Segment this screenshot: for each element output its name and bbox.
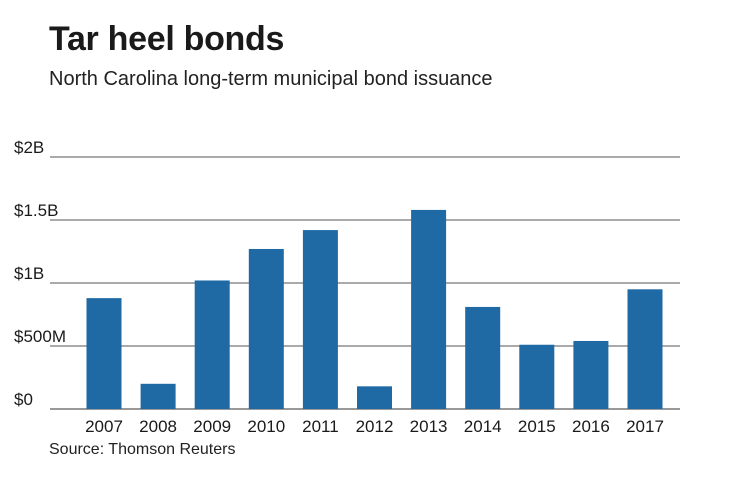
bar-2016 xyxy=(573,340,609,409)
x-tick-label: 2007 xyxy=(85,417,123,436)
bar-2009 xyxy=(194,280,230,409)
y-tick-label: $2B xyxy=(14,138,44,157)
bar-2013 xyxy=(411,209,447,409)
y-axis-labels: $0 $500M $1B $1.5B $2B xyxy=(14,138,66,409)
x-tick-label: 2015 xyxy=(518,417,556,436)
x-tick-label: 2008 xyxy=(139,417,177,436)
x-tick-label: 2010 xyxy=(247,417,285,436)
chart-subtitle: North Carolina long-term municipal bond … xyxy=(49,68,493,90)
y-tick-label: $1.5B xyxy=(14,201,58,220)
source-note: Source: Thomson Reuters xyxy=(49,441,236,458)
bar-2010 xyxy=(248,248,284,409)
bar-2008 xyxy=(140,383,176,409)
bar-2007 xyxy=(86,298,122,409)
bar-2012 xyxy=(357,386,392,409)
chart-title: Tar heel bonds xyxy=(49,20,285,58)
bar-2014 xyxy=(465,306,501,409)
bar-2011 xyxy=(302,230,338,409)
x-tick-label: 2017 xyxy=(626,417,664,436)
bar-2015 xyxy=(519,344,555,409)
bars xyxy=(86,209,663,409)
x-tick-label: 2013 xyxy=(410,417,448,436)
x-axis-labels: 2007 2008 2009 2010 2011 2012 2013 2014 2015 2016… xyxy=(85,417,664,436)
y-tick-label: $500M xyxy=(14,327,66,346)
bar-2017 xyxy=(627,289,663,409)
x-tick-label: 2011 xyxy=(302,417,339,436)
y-tick-label: $1B xyxy=(14,264,44,283)
x-tick-label: 2009 xyxy=(193,417,231,436)
x-tick-label: 2016 xyxy=(572,417,610,436)
x-tick-label: 2014 xyxy=(464,417,502,436)
x-tick-label: 2012 xyxy=(356,417,394,436)
y-tick-label: $0 xyxy=(14,390,33,409)
